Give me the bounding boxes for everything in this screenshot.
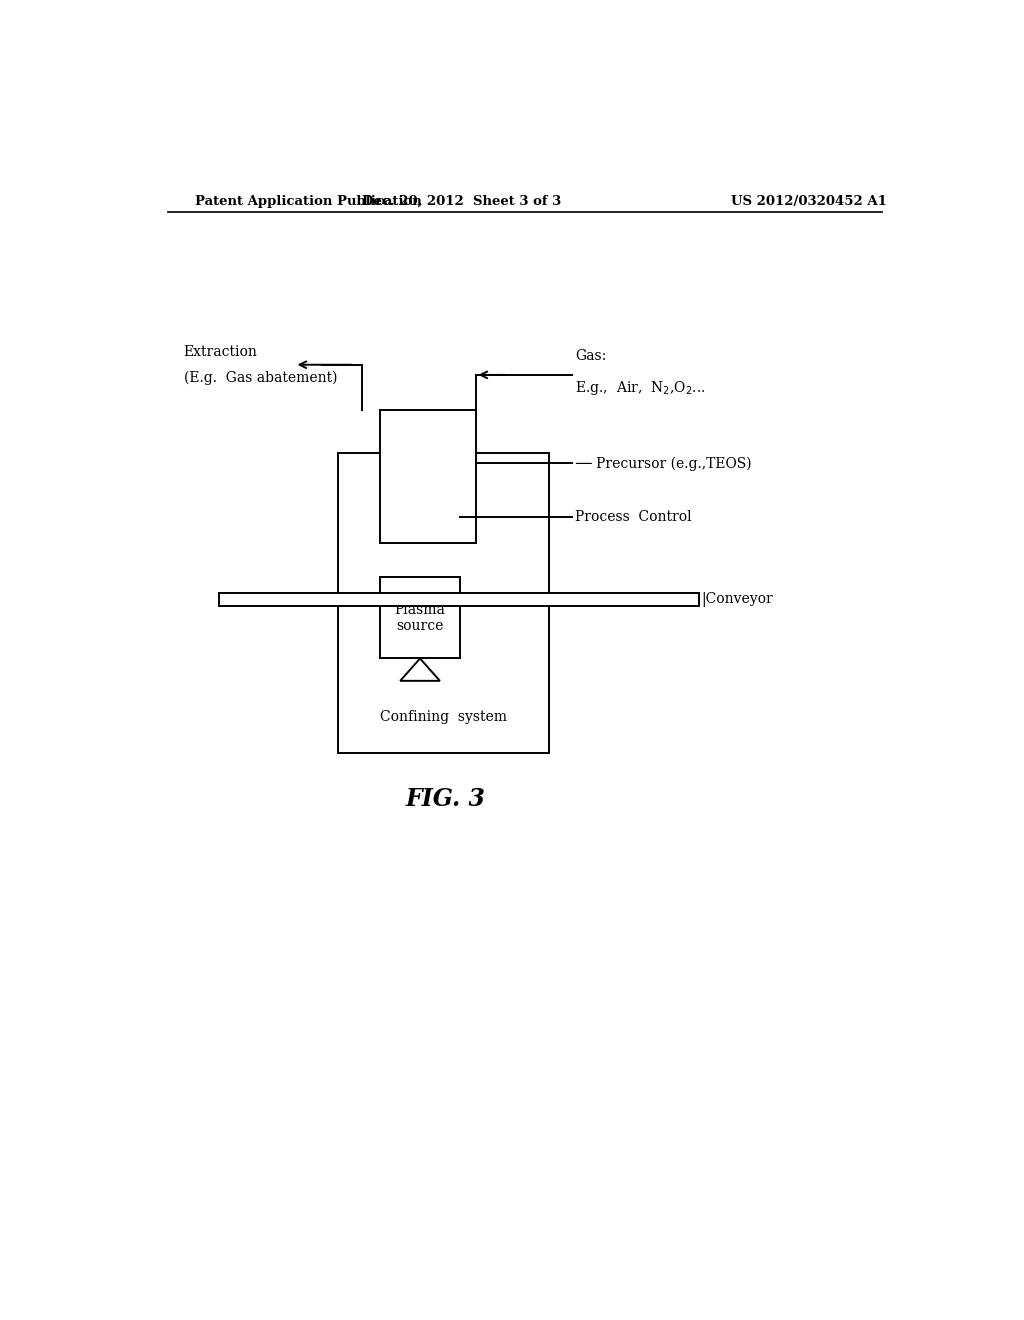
Text: US 2012/0320452 A1: US 2012/0320452 A1 [731,194,887,207]
Text: Gas:: Gas: [574,348,606,363]
Bar [219,594,699,606]
Bar [380,411,475,543]
Bar [338,453,549,752]
Text: FIG. 3: FIG. 3 [406,787,485,810]
Text: Extraction: Extraction [183,345,257,359]
Text: Process  Control: Process Control [574,511,691,524]
Text: |Conveyor: |Conveyor [701,591,773,607]
Bar [380,577,460,659]
Text: ── Precursor (e.g.,TEOS): ── Precursor (e.g.,TEOS) [574,457,752,470]
Text: Dec. 20, 2012  Sheet 3 of 3: Dec. 20, 2012 Sheet 3 of 3 [361,194,561,207]
Text: (E.g.  Gas abatement): (E.g. Gas abatement) [183,371,337,385]
Text: Patent Application Publication: Patent Application Publication [196,194,422,207]
Text: Plasma
source: Plasma source [394,603,445,632]
Text: Confining  system: Confining system [380,710,507,725]
Text: E.g.,  Air,  N$_2$,O$_2$...: E.g., Air, N$_2$,O$_2$... [574,379,706,397]
